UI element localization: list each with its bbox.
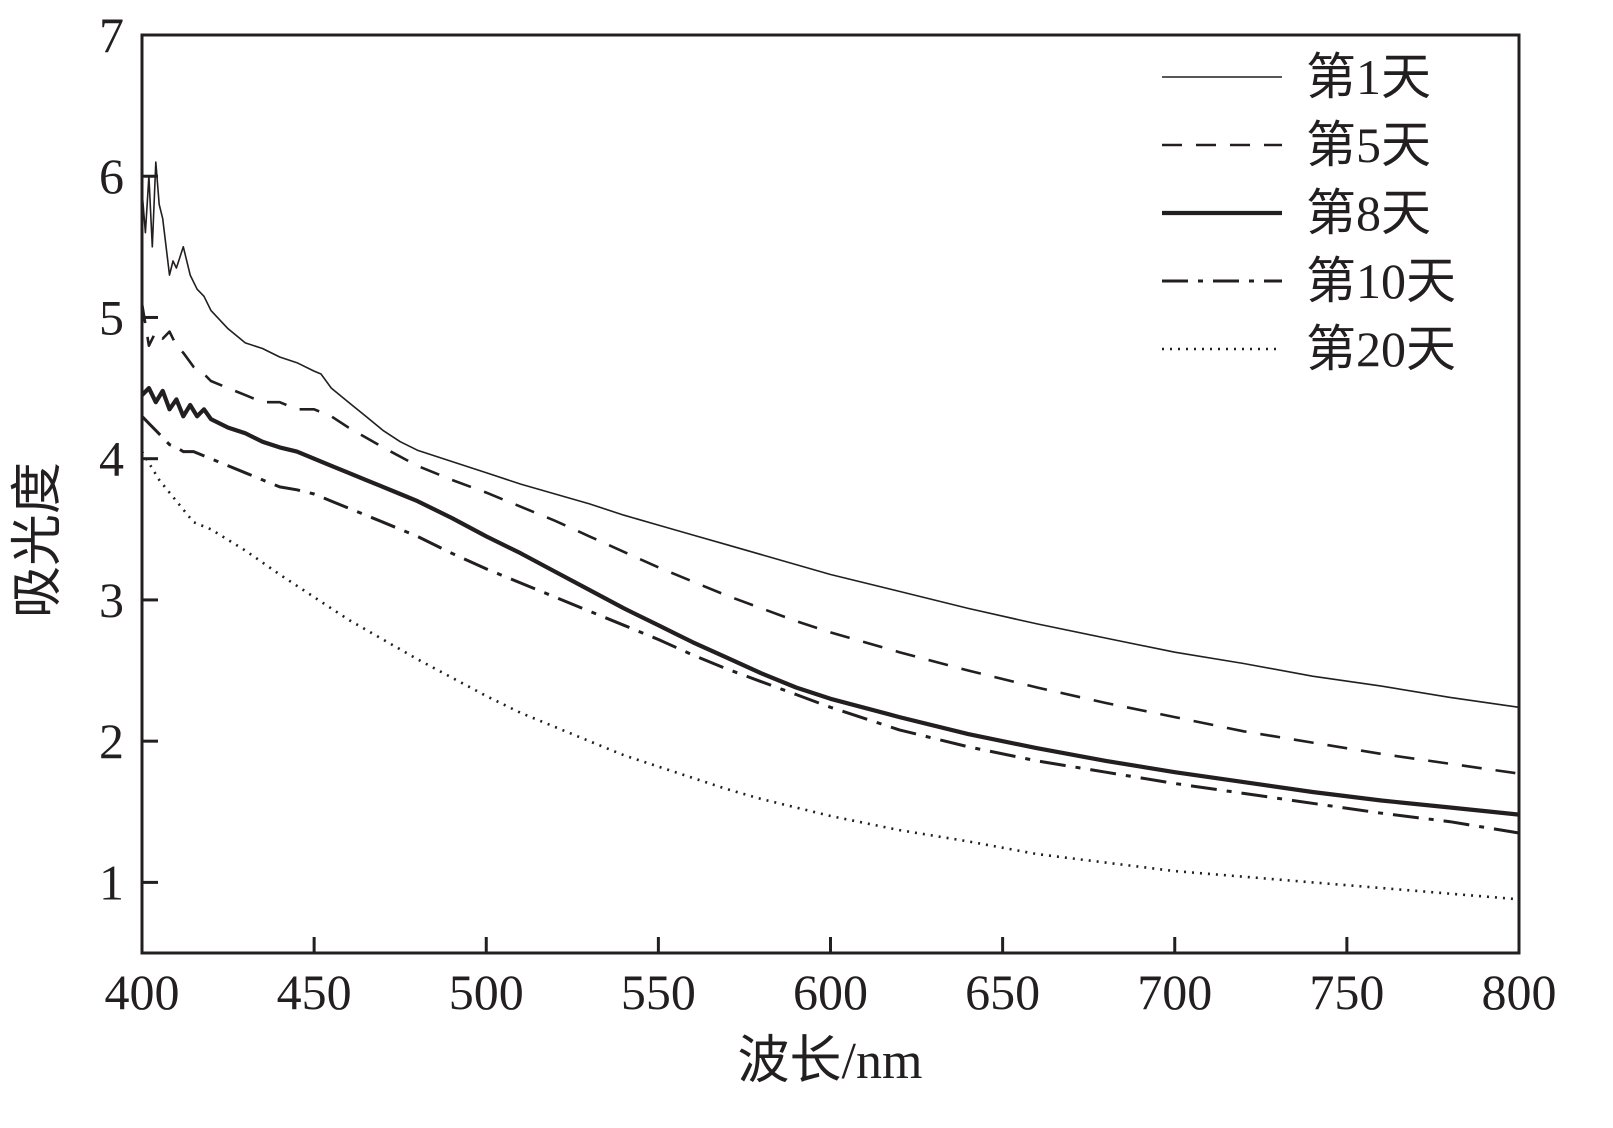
y-tick-label: 7 [99, 7, 124, 63]
x-tick-label: 550 [621, 964, 696, 1020]
x-tick-label: 700 [1137, 964, 1212, 1020]
y-tick-label: 1 [99, 854, 124, 910]
series-layer [140, 161, 1520, 901]
y-tick-label: 5 [99, 289, 124, 345]
y-axis-label: 吸光度 [10, 462, 67, 618]
y-tick-label: 2 [99, 713, 124, 769]
legend-label-5: 第20天 [1306, 321, 1456, 377]
x-tick-label: 750 [1309, 964, 1384, 1020]
x-axis-label: 波长/nm [738, 1033, 923, 1090]
legend-label-1: 第1天 [1306, 49, 1431, 105]
y-tick-label: 6 [99, 148, 124, 204]
series-line-5 [140, 450, 1520, 901]
legend-label-4: 第10天 [1306, 253, 1456, 309]
series-line-4 [140, 415, 1520, 835]
x-tick-label: 600 [793, 964, 868, 1020]
y-axis-ticks: 1 2 3 4 5 6 7 [99, 7, 158, 910]
series-line-2 [140, 303, 1520, 775]
x-axis-ticks: 400 450 500 550 600 650 700 750 800 [105, 937, 1557, 1020]
legend-label-3: 第8天 [1306, 185, 1431, 241]
x-tick-label: 650 [965, 964, 1040, 1020]
x-tick-label: 500 [449, 964, 524, 1020]
x-tick-label: 800 [1482, 964, 1557, 1020]
legend-label-2: 第5天 [1306, 117, 1431, 173]
series-line-1 [141, 161, 1520, 709]
y-tick-label: 3 [99, 572, 124, 628]
series-line-3 [140, 386, 1520, 817]
y-tick-label: 4 [99, 431, 124, 487]
x-tick-label: 450 [277, 964, 352, 1020]
x-tick-label: 400 [105, 964, 180, 1020]
